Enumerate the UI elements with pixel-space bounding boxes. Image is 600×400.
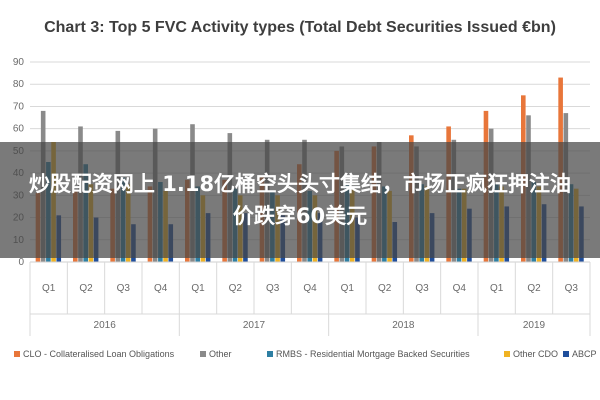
y-tick-label: 0	[18, 257, 24, 268]
legend-swatch	[200, 351, 206, 357]
x-tick-label: Q1	[191, 283, 205, 294]
x-tick-label: Q2	[378, 283, 392, 294]
x-tick-label: Q3	[565, 283, 579, 294]
legend-label: RMBS - Residential Mortgage Backed Secur…	[276, 349, 470, 359]
x-tick-label: Q2	[229, 283, 243, 294]
x-tick-label: Q1	[341, 283, 355, 294]
legend-swatch	[563, 351, 569, 357]
y-tick-label: 90	[13, 57, 25, 68]
x-tick-label: Q1	[42, 283, 56, 294]
x-tick-label: Q1	[490, 283, 504, 294]
headline-overlay-banner: 炒股配资网上 1.18亿桶空头头寸集结，市场正疯狂押注油价跌穿60美元	[0, 142, 600, 258]
headline-overlay-text: 炒股配资网上 1.18亿桶空头头寸集结，市场正疯狂押注油价跌穿60美元	[28, 172, 572, 228]
legend: CLO - Collateralised Loan Obligations Oth…	[14, 349, 597, 359]
x-tick-label: Q2	[79, 283, 93, 294]
legend-swatch	[504, 351, 510, 357]
x-axis: Q1 Q2 Q3 Q4 Q1 Q2 Q3 Q4 Q1 Q2 Q3 Q4 Q1 Q2 Q3 2016 2017 20…	[29, 261, 591, 336]
x-tick-label: Q2	[527, 283, 541, 294]
x-tick-label: Q3	[266, 283, 280, 294]
legend-label: CLO - Collateralised Loan Obligations	[23, 349, 175, 359]
x-tick-label: Q3	[117, 283, 131, 294]
year-label: 2019	[523, 320, 546, 331]
y-tick-label: 70	[13, 101, 25, 112]
chart-title: Chart 3: Top 5 FVC Activity types (Total…	[44, 19, 556, 36]
x-tick-label: Q3	[415, 283, 429, 294]
y-tick-label: 80	[13, 79, 25, 90]
x-tick-label: Q4	[453, 283, 467, 294]
legend-label: ABCP	[572, 349, 597, 359]
year-label: 2017	[243, 320, 266, 331]
legend-swatch	[14, 351, 20, 357]
x-tick-label: Q4	[154, 283, 168, 294]
x-tick-label: Q4	[303, 283, 317, 294]
legend-swatch	[267, 351, 273, 357]
year-label: 2016	[94, 320, 117, 331]
y-tick-label: 60	[13, 124, 25, 135]
legend-label: Other CDO	[513, 349, 558, 359]
year-label: 2018	[392, 320, 415, 331]
legend-label: Other	[209, 349, 232, 359]
